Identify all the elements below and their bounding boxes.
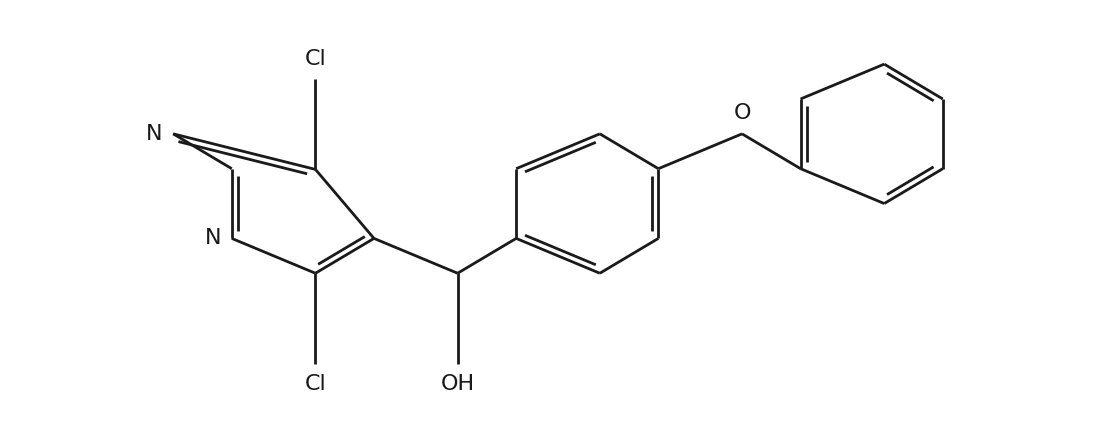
- Text: Cl: Cl: [305, 374, 326, 394]
- Text: N: N: [205, 229, 221, 248]
- Text: O: O: [733, 104, 751, 123]
- Text: Cl: Cl: [305, 49, 326, 69]
- Text: N: N: [146, 124, 163, 144]
- Text: OH: OH: [441, 374, 474, 394]
